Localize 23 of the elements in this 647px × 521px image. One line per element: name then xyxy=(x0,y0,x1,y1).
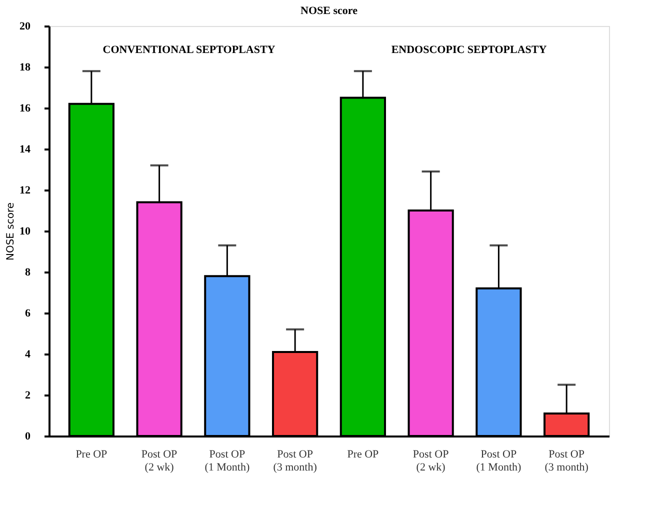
x-tick-label: Pre OP xyxy=(347,448,379,460)
y-axis-title: NOSE score xyxy=(6,202,16,261)
y-tick-label: 16 xyxy=(20,102,31,114)
x-tick-label: Post OP (1 Month) xyxy=(476,448,522,474)
x-tick-label: Pre OP xyxy=(76,448,108,460)
y-tick-label: 20 xyxy=(20,20,31,32)
y-tick-label: 12 xyxy=(20,184,31,196)
x-tick-label: Post OP (2 wk) xyxy=(141,448,178,474)
y-tick-label: 0 xyxy=(25,430,31,442)
y-tick-label: 8 xyxy=(25,266,31,278)
y-tick-label: 6 xyxy=(25,308,31,320)
y-tick-label: 2 xyxy=(25,390,31,402)
annotation: ENDOSCOPIC SEPTOPLASTY xyxy=(391,44,547,56)
annotation: CONVENTIONAL SEPTOPLASTY xyxy=(102,44,276,56)
x-tick-label: Post OP (3 month) xyxy=(273,448,318,474)
y-tick-label: 14 xyxy=(20,144,31,156)
y-tick-label: 10 xyxy=(20,226,31,238)
y-tick-label: 4 xyxy=(25,348,31,360)
y-tick-label: 18 xyxy=(20,62,31,74)
chart-title: NOSE score xyxy=(300,5,358,17)
x-tick-label: Post OP (2 wk) xyxy=(412,448,449,474)
x-tick-label: Post OP (3 month) xyxy=(544,448,589,474)
x-tick-label: Post OP (1 Month) xyxy=(204,448,250,474)
